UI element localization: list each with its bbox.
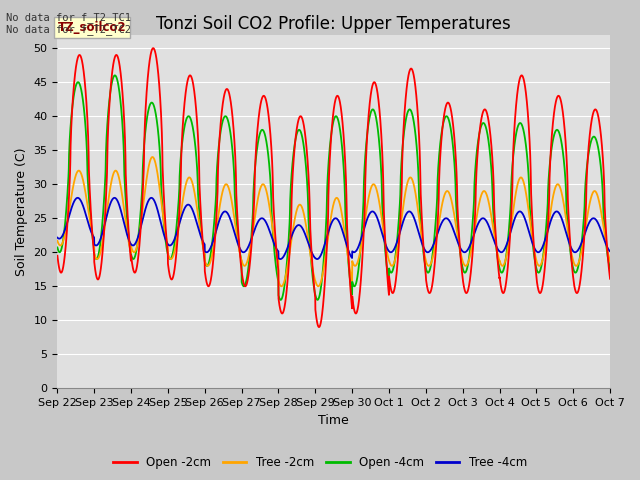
Text: No data for f_T2_TC1
No data for f_T2_TC2: No data for f_T2_TC1 No data for f_T2_TC… bbox=[6, 12, 131, 36]
Title: Tonzi Soil CO2 Profile: Upper Temperatures: Tonzi Soil CO2 Profile: Upper Temperatur… bbox=[156, 15, 511, 33]
Legend: Open -2cm, Tree -2cm, Open -4cm, Tree -4cm: Open -2cm, Tree -2cm, Open -4cm, Tree -4… bbox=[108, 452, 532, 474]
X-axis label: Time: Time bbox=[318, 414, 349, 427]
Text: TZ_soilco2: TZ_soilco2 bbox=[58, 21, 126, 34]
Y-axis label: Soil Temperature (C): Soil Temperature (C) bbox=[15, 147, 28, 276]
